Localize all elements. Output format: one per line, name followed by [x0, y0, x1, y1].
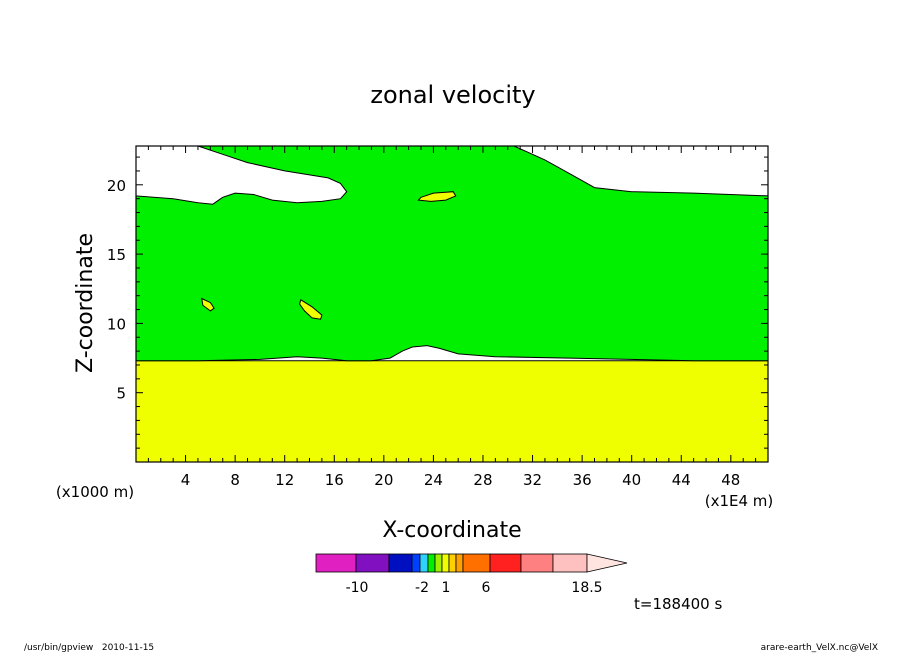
colorbar-label: -10: [346, 580, 369, 596]
plot-frame: [135, 145, 769, 463]
x-tick-label: 40: [622, 471, 641, 489]
contour-region-cell-b: [201, 297, 215, 312]
colorbar-label: 18.5: [571, 580, 602, 596]
colorbar-swatch: [419, 553, 429, 573]
x-tick-label: 48: [721, 471, 740, 489]
colorbar-label: 1: [442, 580, 451, 596]
colorbar-swatch: [455, 553, 464, 573]
x-tick-label: 8: [230, 471, 240, 489]
x-tick-label: 4: [181, 471, 191, 489]
x-tick-label: 20: [374, 471, 393, 489]
x-tick-label: 32: [523, 471, 542, 489]
colorbar-swatch: [355, 553, 390, 573]
colorbar-swatch: [427, 553, 436, 573]
colorbar-labels: -10 -2 1 6 18.5: [346, 580, 603, 596]
colorbar-swatch: [448, 553, 457, 573]
colorbar-label: 6: [482, 580, 491, 596]
time-label: t=188400 s: [634, 595, 722, 613]
x-unit-label: (x1000 m): [56, 483, 134, 501]
x-tick-label: 12: [275, 471, 294, 489]
x-tick-label: 44: [672, 471, 691, 489]
y-tick-label: 15: [107, 246, 126, 264]
colorbar-swatch: [520, 553, 554, 573]
colorbar-swatch: [489, 553, 522, 573]
y-axis-label: Z-coordinate: [73, 233, 98, 373]
colorbar-arrow: [586, 553, 628, 573]
contour-region-cell-a: [417, 191, 457, 202]
colorbar-swatch: [441, 553, 450, 573]
y-tick-label: 20: [107, 177, 126, 195]
colorbar-swatch: [434, 553, 443, 573]
colorbar-swatch: [411, 553, 421, 573]
x-axis-label: X-coordinate: [382, 518, 521, 543]
contour-region-lower: [135, 360, 769, 463]
colorbar-swatch: [552, 553, 588, 573]
colorbar-swatch: [388, 553, 413, 573]
colorbar: [315, 553, 628, 573]
contour-region-cell-c: [299, 299, 323, 320]
x-scale-label: (x1E4 m): [705, 492, 774, 510]
contour-regions: [135, 145, 769, 463]
colorbar-label: -2: [415, 580, 429, 596]
chart-title: zonal velocity: [370, 81, 535, 109]
x-tick-label: 28: [473, 471, 492, 489]
contour-region-main: [135, 145, 769, 362]
footer-right: arare-earth_VelX.nc@VelX: [761, 643, 878, 653]
colorbar-swatch: [462, 553, 491, 573]
x-tick-label: 24: [424, 471, 443, 489]
y-tick-label: 10: [107, 315, 126, 333]
x-tick-label: 36: [573, 471, 592, 489]
y-tick-label: 5: [116, 385, 126, 403]
x-tick-label: 16: [325, 471, 344, 489]
colorbar-swatch: [315, 553, 357, 573]
footer-left: /usr/bin/gpview 2010-11-15: [24, 643, 154, 653]
